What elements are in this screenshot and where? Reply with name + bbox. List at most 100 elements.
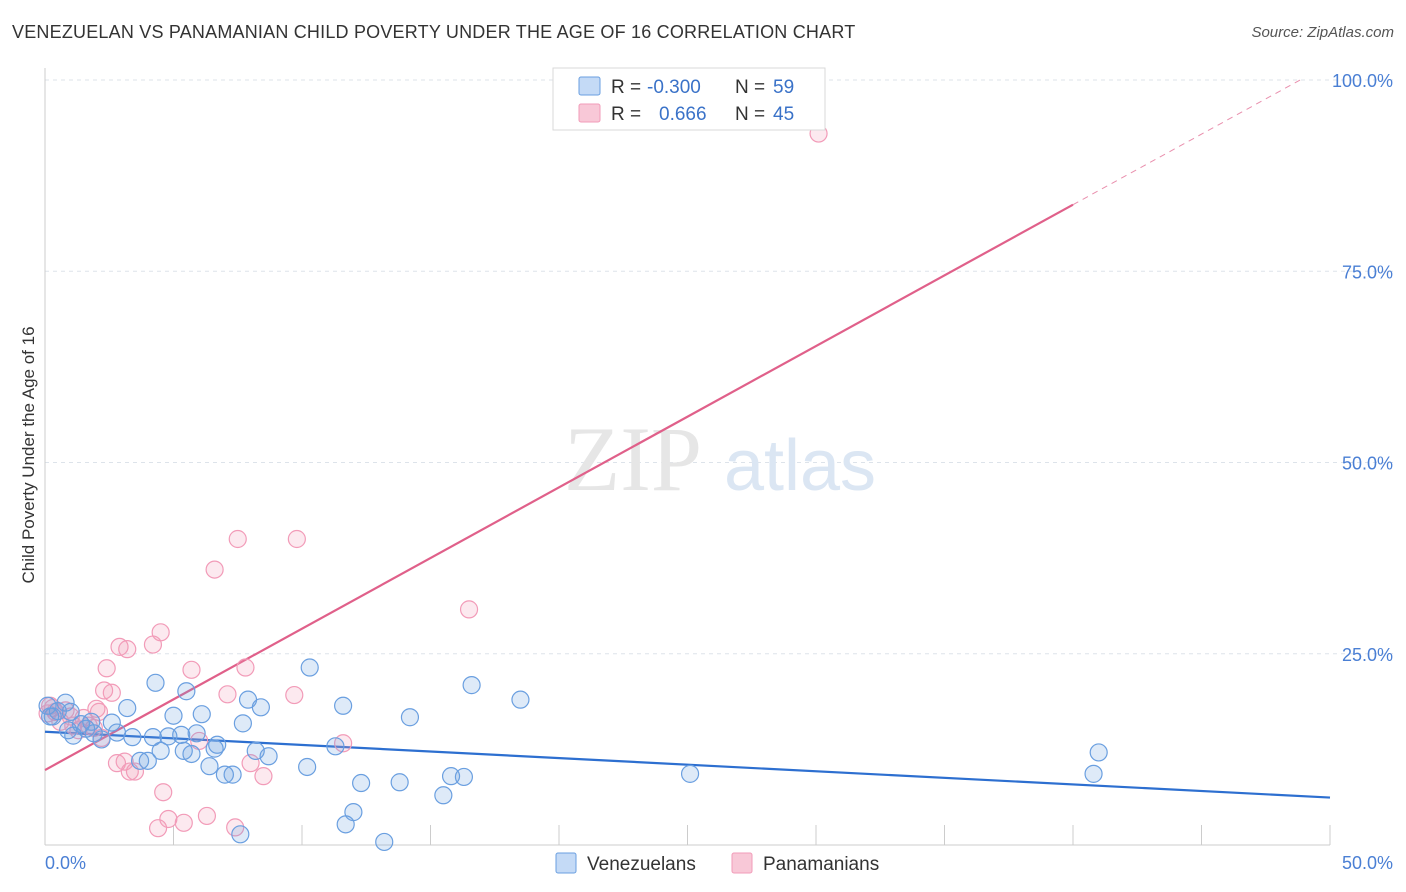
panamanian-point — [218, 685, 237, 704]
x-tick-label: 50.0% — [1342, 853, 1393, 873]
panamanian-point — [102, 683, 121, 702]
venezuelan-point — [107, 723, 127, 742]
panamanian-point — [89, 702, 109, 721]
legend-r-label: R = — [611, 77, 641, 98]
chart-title: VENEZUELAN VS PANAMANIAN CHILD POVERTY U… — [12, 22, 856, 42]
venezuelan-point — [1089, 743, 1108, 762]
legend-swatch-venezuelans — [578, 76, 601, 96]
grid — [45, 79, 1395, 655]
venezuelan-point — [146, 673, 165, 692]
venezuelan-point — [38, 696, 57, 715]
venezuelan-point — [298, 757, 317, 777]
y-tick-label: 100.0% — [1332, 71, 1393, 91]
panamanian-trend-line — [44, 203, 1074, 771]
panamanian-point — [151, 623, 170, 642]
legend-r-label: R = — [611, 104, 641, 125]
data-points — [38, 124, 1108, 852]
panamanian-trend-extension — [1072, 77, 1305, 206]
venezuelan-point — [251, 698, 270, 717]
x-tick-label: 0.0% — [45, 853, 86, 873]
venezuelan-point — [82, 712, 101, 731]
venezuelan-point — [344, 803, 363, 822]
venezuelan-point — [92, 730, 111, 749]
venezuelan-point — [130, 751, 150, 770]
venezuelan-point — [177, 682, 196, 701]
y-tick-label: 75.0% — [1342, 262, 1393, 282]
panamanian-point — [197, 806, 217, 826]
bottom-legend-panamanians: Panamanians — [763, 854, 879, 875]
venezuelan-point — [400, 708, 420, 727]
venezuelan-point — [334, 696, 353, 715]
legend-swatch-panamanians — [578, 103, 601, 123]
venezuelan-point — [118, 698, 137, 718]
legend-box: R = -0.300 N = 59 R = 0.666 N = 45 — [552, 67, 826, 131]
y-tick-label: 50.0% — [1342, 454, 1393, 474]
watermark: ZIP atlas — [564, 408, 876, 510]
bottom-legend-swatch-venezuelans — [555, 852, 577, 874]
venezuelan-point — [138, 751, 157, 770]
panamanian-point — [228, 529, 247, 549]
panamanian-point — [148, 819, 168, 838]
venezuelan-point — [1084, 764, 1103, 783]
venezuelan-point — [233, 714, 252, 733]
venezuelan-point — [259, 747, 278, 766]
panamanian-point — [154, 783, 173, 802]
panamanian-point — [174, 813, 193, 832]
venezuelan-point — [223, 765, 242, 784]
venezuelan-point — [123, 728, 142, 747]
venezuelan-point — [192, 705, 211, 724]
bottom-legend-swatch-panamanians — [731, 852, 753, 874]
venezuelan-point — [151, 741, 170, 761]
venezuelan-point — [208, 735, 227, 754]
venezuelan-point — [143, 728, 163, 747]
panamanian-point — [285, 685, 304, 705]
venezuelan-point — [182, 744, 201, 764]
venezuelan-point — [41, 707, 60, 726]
panamanian-point — [107, 754, 127, 773]
chart-source: Source: ZipAtlas.com — [1251, 24, 1394, 41]
panamanian-point — [118, 640, 137, 659]
bottom-legend: Venezuelans Panamanians — [555, 852, 879, 875]
venezuelan-point — [511, 690, 530, 709]
venezuelan-point — [164, 706, 183, 725]
venezuelan-point — [56, 693, 75, 712]
watermark-atlas: atlas — [724, 426, 876, 506]
venezuelan-point — [200, 757, 219, 776]
panamanian-point — [182, 660, 201, 679]
venezuelan-point — [61, 702, 80, 721]
bottom-legend-venezuelans: Venezuelans — [587, 854, 696, 875]
legend-n-value: 45 — [773, 104, 794, 125]
panamanian-point — [287, 529, 306, 549]
tick-labels: 25.0% 50.0% 75.0% 100.0% 0.0% 50.0% — [45, 71, 1393, 873]
venezuelan-point — [326, 737, 345, 756]
panamanian-point — [159, 809, 178, 829]
y-tick-label: 25.0% — [1342, 645, 1393, 665]
venezuelan-point — [680, 764, 700, 783]
panamanian-point — [205, 560, 224, 579]
watermark-zip: ZIP — [564, 408, 702, 510]
legend-n-label: N = — [735, 104, 765, 125]
venezuelan-point — [172, 725, 191, 744]
panamanian-point — [125, 762, 145, 781]
venezuelan-point — [300, 658, 319, 677]
panamanian-point — [459, 600, 479, 619]
venezuelan-point — [352, 773, 371, 793]
legend-r-value: -0.300 — [647, 77, 701, 98]
legend-n-label: N = — [735, 77, 765, 98]
legend-n-value: 59 — [773, 77, 794, 98]
venezuelan-point — [215, 765, 234, 784]
axes — [44, 68, 1331, 846]
venezuelan-point — [462, 676, 481, 695]
venezuelan-point — [102, 713, 121, 732]
y-axis-label: Child Poverty Under the Age of 16 — [19, 326, 38, 583]
venezuelan-point — [454, 767, 474, 787]
venezuelan-point — [375, 832, 394, 852]
panamanian-point — [97, 659, 116, 678]
panamanian-point — [254, 767, 273, 786]
venezuelan-point — [187, 724, 206, 743]
legend-r-value: 0.666 — [659, 104, 707, 125]
venezuelan-point — [390, 773, 409, 792]
panamanian-point — [236, 658, 255, 677]
venezuelan-point — [441, 767, 461, 786]
venezuelan-point — [434, 786, 453, 805]
